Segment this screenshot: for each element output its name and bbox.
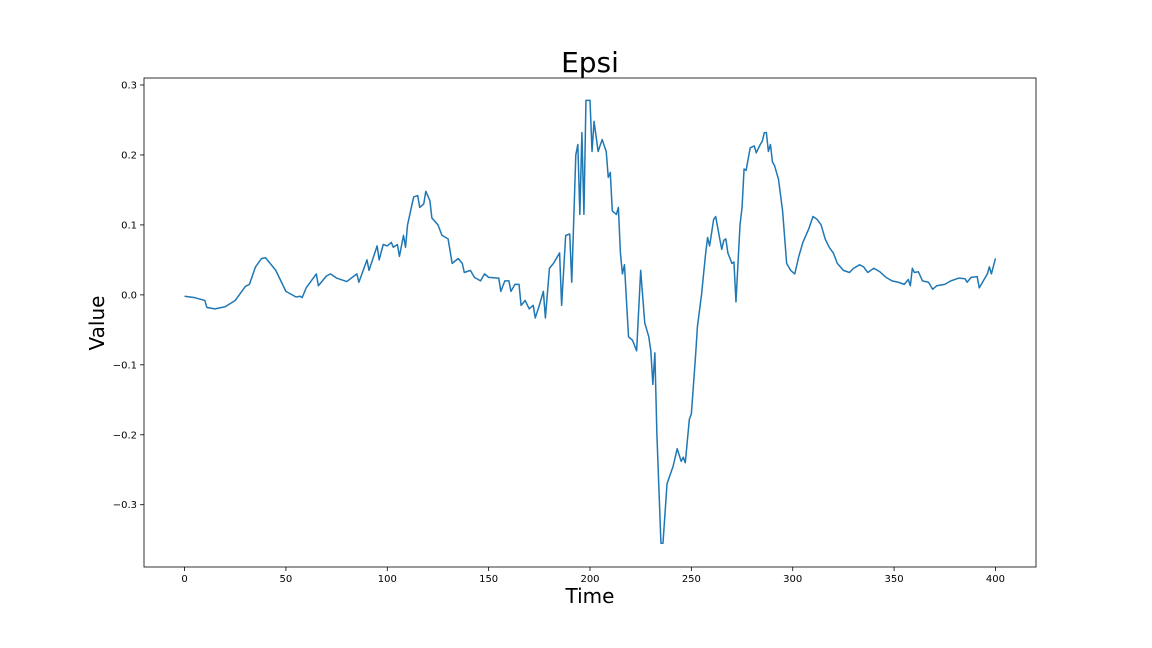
x-tick-label: 50 <box>280 574 293 585</box>
data-line <box>184 99 997 544</box>
y-tick-label: 0.3 <box>121 80 137 91</box>
x-axis-label: Time <box>565 584 615 608</box>
y-tick-label: 0.1 <box>121 220 137 231</box>
x-tick-label: 150 <box>479 574 498 585</box>
y-tick-label: 0.0 <box>121 290 137 301</box>
x-tick-label: 250 <box>682 574 701 585</box>
x-tick-label: 300 <box>783 574 802 585</box>
x-tick-label: 100 <box>378 574 397 585</box>
y-tick-label: −0.3 <box>113 500 137 511</box>
x-tick-label: 400 <box>986 574 1005 585</box>
y-tick-label: −0.2 <box>113 430 137 441</box>
x-tick-label: 200 <box>580 574 599 585</box>
plot-frame <box>143 77 1037 568</box>
y-axis-label: Value <box>85 296 109 351</box>
y-tick-label: 0.2 <box>121 150 137 161</box>
x-tick-label: 0 <box>181 574 187 585</box>
x-tick-label: 350 <box>885 574 904 585</box>
chart-title: Epsi <box>561 46 619 79</box>
y-tick-label: −0.1 <box>113 360 137 371</box>
